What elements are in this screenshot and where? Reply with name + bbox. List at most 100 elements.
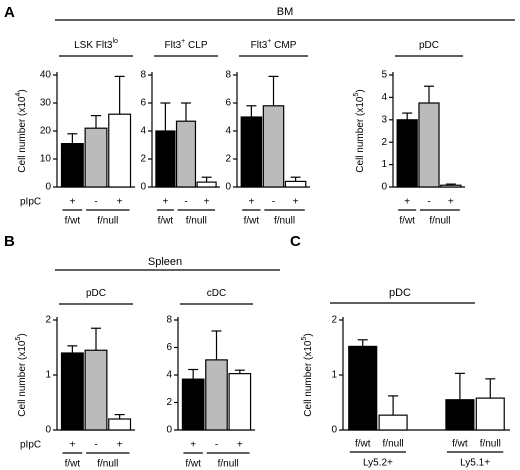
- row-label: pIpC: [20, 440, 41, 451]
- bar: [181, 378, 205, 431]
- y-tick-label: 2: [331, 315, 337, 326]
- category-label: -: [215, 440, 218, 451]
- bar: [440, 184, 462, 188]
- text-part: LSK Flt3: [74, 40, 113, 51]
- superscript: lo: [112, 38, 118, 45]
- bar: [155, 130, 176, 188]
- y-tick-label: 2: [45, 315, 51, 326]
- y-tick-label: 0: [45, 182, 51, 193]
- y-tick-label: 8: [166, 315, 172, 326]
- group-label: f/null: [97, 459, 118, 470]
- y-tick-label: 1: [381, 159, 387, 170]
- panel-label: Spleen: [148, 256, 182, 268]
- y-tick-label: 0: [381, 182, 387, 193]
- text-part: ): [303, 333, 314, 336]
- category-label: +: [69, 440, 75, 451]
- bar: [262, 105, 285, 188]
- superscript: 5: [353, 93, 360, 97]
- category-label: -: [427, 197, 430, 208]
- y-tick-label: 0: [331, 425, 337, 436]
- bar: [196, 181, 217, 188]
- panel-letter: A: [4, 4, 15, 21]
- y-tick-label: 3: [381, 114, 387, 125]
- bar: [445, 399, 475, 431]
- text-part: pDC: [419, 40, 439, 51]
- category-label: +: [448, 197, 454, 208]
- y-tick-label: 0: [225, 182, 231, 193]
- text-part: Flt3: [251, 40, 268, 51]
- chart-title: Flt3+ CLP: [165, 38, 208, 51]
- text-part: Cell number (x10: [17, 96, 28, 173]
- category-label: -: [184, 197, 187, 208]
- y-tick-label: 1: [45, 370, 51, 381]
- y-tick-label: 4: [225, 126, 231, 137]
- bar: [240, 116, 263, 188]
- text-part: Flt3: [165, 40, 182, 51]
- chart-title: pDC: [86, 288, 106, 299]
- y-tick-label: 8: [225, 70, 231, 81]
- panel-letter: B: [4, 233, 15, 250]
- text-part: Cell number (x10: [303, 340, 314, 417]
- category-label: -: [94, 440, 97, 451]
- superscript: +: [267, 38, 271, 45]
- superscript: 5: [301, 337, 308, 341]
- group-label: f/null: [429, 216, 450, 227]
- bar: [228, 373, 252, 431]
- y-tick-label: 0: [45, 425, 51, 436]
- group-label: f/wt: [244, 216, 260, 227]
- group-label: f/wt: [65, 459, 81, 470]
- y-tick-label: 2: [225, 154, 231, 165]
- y-tick-label: 2: [140, 154, 146, 165]
- bar: [60, 352, 84, 431]
- text-part: ): [17, 89, 28, 92]
- bar: [84, 127, 108, 188]
- y-tick-label: 4: [166, 370, 172, 381]
- text-part: ): [355, 89, 366, 92]
- group-label: f/null: [274, 216, 295, 227]
- category-label: -: [272, 197, 275, 208]
- chart-title: Flt3+ CMP: [251, 38, 297, 51]
- chart-title: LSK Flt3lo: [74, 38, 118, 51]
- y-tick-label: 2: [381, 137, 387, 148]
- category-label: +: [204, 197, 210, 208]
- y-tick-label: 5: [381, 70, 387, 81]
- panel-label: BM: [277, 6, 294, 18]
- y-tick-label: 0: [166, 425, 172, 436]
- text-part: cDC: [207, 288, 226, 299]
- y-tick-label: 40: [40, 70, 52, 81]
- y-axis-label: Cell number (x105): [301, 333, 314, 416]
- category-label: +: [117, 197, 123, 208]
- chart-title: pDC: [419, 40, 439, 51]
- chart-title: cDC: [207, 288, 226, 299]
- y-tick-label: 6: [140, 98, 146, 109]
- category-label: +: [162, 197, 168, 208]
- y-tick-label: 0: [140, 182, 146, 193]
- panel-label: pDC: [389, 287, 411, 299]
- bar: [60, 143, 84, 188]
- group-label: f/wt: [399, 216, 415, 227]
- y-tick-label: 1: [331, 370, 337, 381]
- text-part: Cell number (x10: [355, 96, 366, 173]
- bar: [418, 102, 440, 188]
- group-label: f/null: [218, 459, 239, 470]
- group-label: Ly5.1+: [460, 458, 490, 469]
- category-label: +: [404, 197, 410, 208]
- y-tick-label: 4: [140, 126, 146, 137]
- text-part: CMP: [271, 40, 296, 51]
- group-label: Ly5.2+: [363, 458, 393, 469]
- category-label: -: [94, 197, 97, 208]
- bar: [396, 119, 418, 188]
- y-tick-label: 10: [40, 154, 52, 165]
- category-label: f/wt: [355, 439, 371, 450]
- y-tick-label: 6: [166, 342, 172, 353]
- group-label: f/null: [186, 216, 207, 227]
- text-part: Cell number (x10: [17, 340, 28, 417]
- category-label: +: [190, 440, 196, 451]
- y-tick-label: 20: [40, 126, 52, 137]
- bar: [175, 120, 197, 188]
- group-label: f/wt: [65, 216, 81, 227]
- y-axis-label: Cell number (x105): [353, 89, 366, 172]
- bar: [284, 180, 307, 188]
- category-label: +: [237, 440, 243, 451]
